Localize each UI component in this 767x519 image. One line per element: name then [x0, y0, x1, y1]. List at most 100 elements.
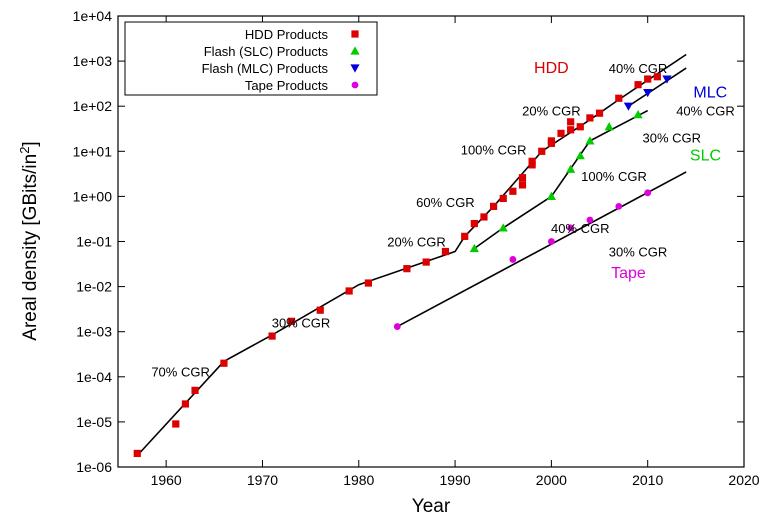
trend-lines — [136, 53, 687, 457]
hdd-products-point — [441, 247, 450, 256]
hdd-products-point — [133, 449, 141, 458]
hdd-products-point — [644, 75, 652, 83]
x-axis-title: Year — [412, 496, 451, 517]
legend-marker — [351, 30, 359, 38]
trend-line — [136, 53, 687, 457]
hdd-products-point — [634, 81, 642, 89]
flash-mlc-products-point — [643, 89, 653, 98]
cgr-annotation: 40% CGR — [676, 104, 735, 119]
flash-mlc-products-point — [662, 75, 672, 84]
y-axis-title-close: ] — [20, 141, 41, 146]
tape-products-point — [644, 189, 652, 197]
flash-slc-products-point — [469, 243, 479, 253]
y-tick-label: 1e-01 — [76, 234, 112, 250]
y-tick-label: 1e-06 — [76, 459, 112, 475]
cgr-annotation: 40% CGR — [609, 61, 668, 76]
y-tick-label: 1e-02 — [76, 279, 112, 295]
cgr-annotation: 100% CGR — [461, 142, 527, 157]
hdd-products-point — [470, 219, 478, 228]
legend-label: HDD Products — [245, 27, 329, 42]
flash-slc-products-point — [585, 136, 595, 145]
tape-products-point — [615, 203, 623, 210]
hdd-products-point — [557, 129, 565, 137]
hdd-products-point — [220, 359, 228, 367]
y-tick-label: 1e-03 — [76, 324, 112, 340]
data-markers — [133, 73, 672, 458]
hdd-products-point — [480, 213, 488, 221]
cgr-annotation: 30% CGR — [609, 245, 668, 260]
hdd-products-point — [316, 306, 324, 314]
legend-box — [124, 21, 378, 96]
trend-line — [396, 171, 687, 328]
x-tick-label: 2000 — [536, 472, 567, 488]
annotations: 70% CGR 30% CGR 20% CGR 60% CGR 100% CGR 20% … — [151, 60, 734, 380]
y-axis-title-sup: 2 — [17, 147, 32, 154]
series-label: SLC — [690, 148, 721, 165]
flash-slc-products-point — [633, 110, 643, 119]
y-tick-label: 1e+01 — [73, 143, 113, 159]
hdd-products-point — [287, 317, 295, 325]
hdd-products-point — [586, 114, 594, 122]
hdd-products-point — [509, 187, 517, 195]
x-tick-label: 1970 — [247, 472, 278, 488]
flash-slc-products-point — [566, 164, 576, 173]
trend-line — [627, 67, 687, 107]
legend: HDD Products Flash (SLC) Products Flash (M… — [124, 21, 378, 96]
hdd-products-point — [615, 94, 623, 102]
tape-products-point — [547, 238, 555, 245]
cgr-annotation: 20% CGR — [387, 235, 446, 250]
cgr-annotation: 40% CGR — [551, 221, 610, 236]
y-tick-label: 1e+04 — [73, 8, 113, 24]
y-axis-title-main: Areal density [GBits/in — [20, 154, 41, 341]
y-tick-label: 1e+03 — [73, 53, 113, 69]
legend-label: Flash (SLC) Products — [204, 44, 329, 59]
flash-slc-products-point — [604, 122, 614, 131]
cgr-annotation: 60% CGR — [416, 195, 475, 210]
hdd-products-point — [172, 420, 180, 428]
legend-label: Tape Products — [245, 78, 329, 93]
axis-ticks: 1e-06 1e-05 1e-04 1e-03 1e-02 1e-01 1e+00 1e+01… — [73, 8, 760, 488]
hdd-products-point — [181, 400, 190, 408]
y-axis-title: Areal density [GBits/in2] — [17, 141, 41, 340]
y-tick-label: 1e+02 — [73, 98, 113, 114]
legend-marker — [350, 64, 360, 73]
hdd-products-point — [499, 194, 507, 203]
series-label: HDD — [534, 60, 569, 77]
x-tick-label: 2020 — [728, 472, 759, 488]
hdd-products-point — [345, 287, 353, 295]
hdd-products-point — [518, 174, 527, 182]
x-tick-label: 1960 — [151, 472, 182, 488]
hdd-products-point — [653, 73, 661, 81]
series-label: Tape — [611, 265, 646, 282]
legend-marker — [350, 46, 360, 55]
hdd-products-point — [567, 118, 575, 126]
tape-products-point — [509, 256, 517, 263]
hdd-products-point — [595, 109, 604, 117]
cgr-annotation: 20% CGR — [522, 104, 581, 119]
flash-slc-products-point — [575, 151, 585, 160]
hdd-products-point — [528, 157, 536, 165]
hdd-products-point — [567, 126, 575, 134]
y-tick-label: 1e-05 — [76, 414, 112, 430]
y-tick-label: 1e-04 — [76, 369, 112, 385]
hdd-products-point — [461, 232, 469, 240]
tape-products-point — [567, 224, 575, 232]
flash-mlc-products-point — [623, 102, 634, 111]
hdd-products-point — [364, 279, 372, 287]
hdd-products-point — [547, 137, 555, 145]
legend-label: Flash (MLC) Products — [202, 61, 329, 76]
x-tick-label: 1990 — [439, 472, 470, 488]
flash-slc-products-point — [498, 223, 508, 232]
x-tick-label: 2010 — [632, 472, 663, 488]
hdd-products-point — [538, 147, 546, 155]
series-label: MLC — [693, 85, 727, 102]
cgr-annotation: 30% CGR — [643, 131, 702, 146]
hdd-products-point — [576, 123, 584, 131]
hdd-products-point — [518, 181, 527, 189]
x-tick-label: 1980 — [343, 472, 374, 488]
cgr-annotation: 30% CGR — [272, 315, 331, 330]
hdd-products-point — [191, 386, 199, 394]
cgr-annotation: 70% CGR — [151, 365, 210, 380]
hdd-products-point — [403, 265, 411, 273]
